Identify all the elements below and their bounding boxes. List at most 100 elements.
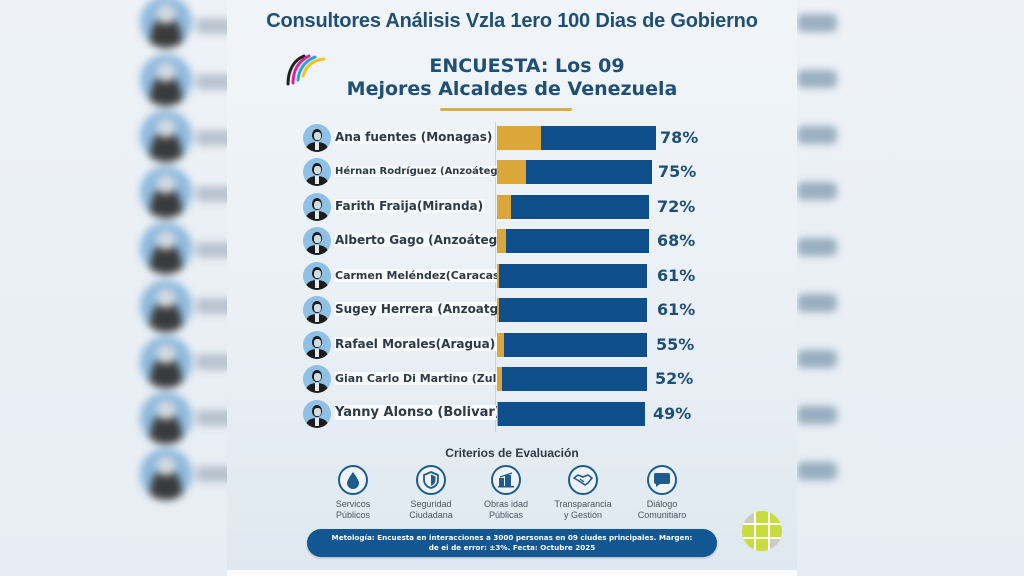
chart-row: Yanny Alonso (Bolivar) 49%	[227, 398, 797, 432]
infographic-card: Consultores Análisis Vzla 1ero 100 Dias …	[227, 0, 797, 570]
bar	[497, 126, 656, 150]
chart-row: Ana fuentes (Monagas) 78%	[227, 122, 797, 156]
methodology-banner: Metología: Encuesta en interacciones a 3…	[307, 529, 717, 557]
candidate-name: Rafael Morales(Aragua)	[335, 337, 498, 351]
bar	[497, 160, 652, 184]
bar-accent-segment	[497, 160, 526, 184]
bar-accent-segment	[497, 195, 511, 219]
criterion-label: Seguridad	[410, 499, 452, 509]
percent-label: 78%	[660, 128, 699, 147]
bar	[497, 264, 647, 288]
criterion-label: Diálogo	[646, 499, 678, 509]
percent-label: 52%	[655, 369, 694, 388]
candidate-name: Carmen Meléndez(Caracas)	[335, 269, 507, 282]
bar	[497, 367, 647, 391]
chart-row: Hérnan Rodríguez (Anzoátegui) 75%	[227, 156, 797, 190]
water-drop-icon	[338, 465, 368, 495]
survey-title-line1: ENCUESTA: Los 09	[429, 55, 625, 77]
percent-label: 72%	[657, 197, 696, 216]
avatar-icon	[303, 193, 331, 221]
criterion-label: Servicos	[335, 499, 371, 509]
blurred-text	[196, 298, 236, 314]
bar	[497, 195, 649, 219]
org-title: Consultores Análisis Vzla 1ero 100 Dias …	[266, 10, 758, 32]
chart-row: Carmen Meléndez(Caracas) 61%	[227, 260, 797, 294]
criterion-seguridad-ciudadana: Seguridad Ciudadana	[391, 465, 471, 521]
bar-accent-segment	[497, 298, 499, 322]
bar	[497, 298, 647, 322]
percent-label: 75%	[658, 162, 697, 181]
blurred-percent	[797, 182, 837, 200]
blurred-percent	[797, 70, 837, 88]
criterion-label: Obras idad	[483, 499, 529, 509]
handshake-icon	[568, 465, 598, 495]
blurred-percent	[797, 406, 837, 424]
avatar-icon	[140, 54, 192, 106]
blurred-text	[196, 354, 236, 370]
candidate-name: Gian Carlo Di Martino (Zulia)	[335, 372, 515, 385]
avatar-icon	[140, 336, 192, 388]
title-underline	[440, 108, 572, 111]
card-bottom-edge	[227, 570, 797, 576]
chart-row: Rafael Morales(Aragua) 55%	[227, 329, 797, 363]
chart-row: Farith Fraija(Miranda) 72%	[227, 191, 797, 225]
blurred-percent	[797, 462, 837, 480]
bar	[497, 229, 649, 253]
blurred-percent	[797, 126, 837, 144]
bar-accent-segment	[497, 402, 498, 426]
avatar-icon	[303, 400, 331, 428]
percent-label: 61%	[657, 300, 696, 319]
blurred-background-right	[797, 0, 1024, 576]
criterion-label: Transparancia	[554, 499, 612, 509]
blurred-text	[196, 74, 236, 90]
percent-label: 61%	[657, 266, 696, 285]
candidate-name: Alberto Gago (Anzoátegui)	[335, 233, 518, 247]
buildings-icon	[491, 465, 521, 495]
brand-swoosh-logo-icon	[286, 54, 326, 86]
candidate-name: Farith Fraija(Miranda)	[335, 199, 486, 213]
blurred-text	[196, 466, 236, 482]
avatar-icon	[140, 392, 192, 444]
criterion-label: Públicos	[335, 510, 371, 520]
candidate-name: Hérnan Rodríguez (Anzoátegui)	[335, 166, 515, 177]
candidate-name: Sugey Herrera (Anzoatg)	[335, 302, 506, 316]
criterion-dialogo-comunitario: Diálogo Comunitiaro	[622, 465, 702, 521]
bar	[497, 333, 647, 357]
candidate-name: Yanny Alonso (Bolivar)	[335, 405, 503, 420]
avatar-icon	[303, 124, 331, 152]
criterion-label: Comunitiaro	[637, 510, 687, 520]
bar-accent-segment	[497, 264, 499, 288]
avatar-icon	[140, 280, 192, 332]
blurred-text	[196, 242, 236, 258]
avatar-icon	[303, 262, 331, 290]
percent-label: 55%	[656, 335, 695, 354]
methodology-line2: de ei de error: ±3%. Fecta: Octubre 2025	[428, 543, 596, 552]
blurred-background-left	[0, 0, 236, 576]
criterion-label: Públicas	[488, 510, 524, 520]
avatar-icon	[140, 222, 192, 274]
blurred-text	[196, 130, 236, 146]
blurred-percent	[797, 14, 837, 32]
bar	[497, 402, 645, 426]
avatar-icon	[303, 331, 331, 359]
blurred-percent	[797, 350, 837, 368]
bar-accent-segment	[497, 229, 506, 253]
criteria-title: Criterios de Evaluación	[445, 446, 579, 460]
blurred-text	[196, 410, 236, 426]
chart-row: Alberto Gago (Anzoátegui) 68%	[227, 225, 797, 259]
avatar-icon	[303, 227, 331, 255]
bar-accent-segment	[497, 126, 541, 150]
avatar-icon	[140, 166, 192, 218]
criterion-label: Ciudadana	[409, 510, 453, 520]
avatar-icon	[303, 365, 331, 393]
criterion-label: y Gestión	[563, 510, 603, 520]
blurred-percent	[797, 294, 837, 312]
bar-accent-segment	[497, 367, 502, 391]
avatar-icon	[303, 158, 331, 186]
criterion-obras-publicas: Obras idad Públicas	[466, 465, 546, 521]
survey-title-line2: Mejores Alcaldes de Venezuela	[346, 78, 678, 100]
percent-label: 68%	[657, 231, 696, 250]
shield-icon	[416, 465, 446, 495]
candidate-name: Ana fuentes (Monagas)	[335, 130, 495, 144]
globe-grid-logo-icon	[742, 511, 782, 551]
